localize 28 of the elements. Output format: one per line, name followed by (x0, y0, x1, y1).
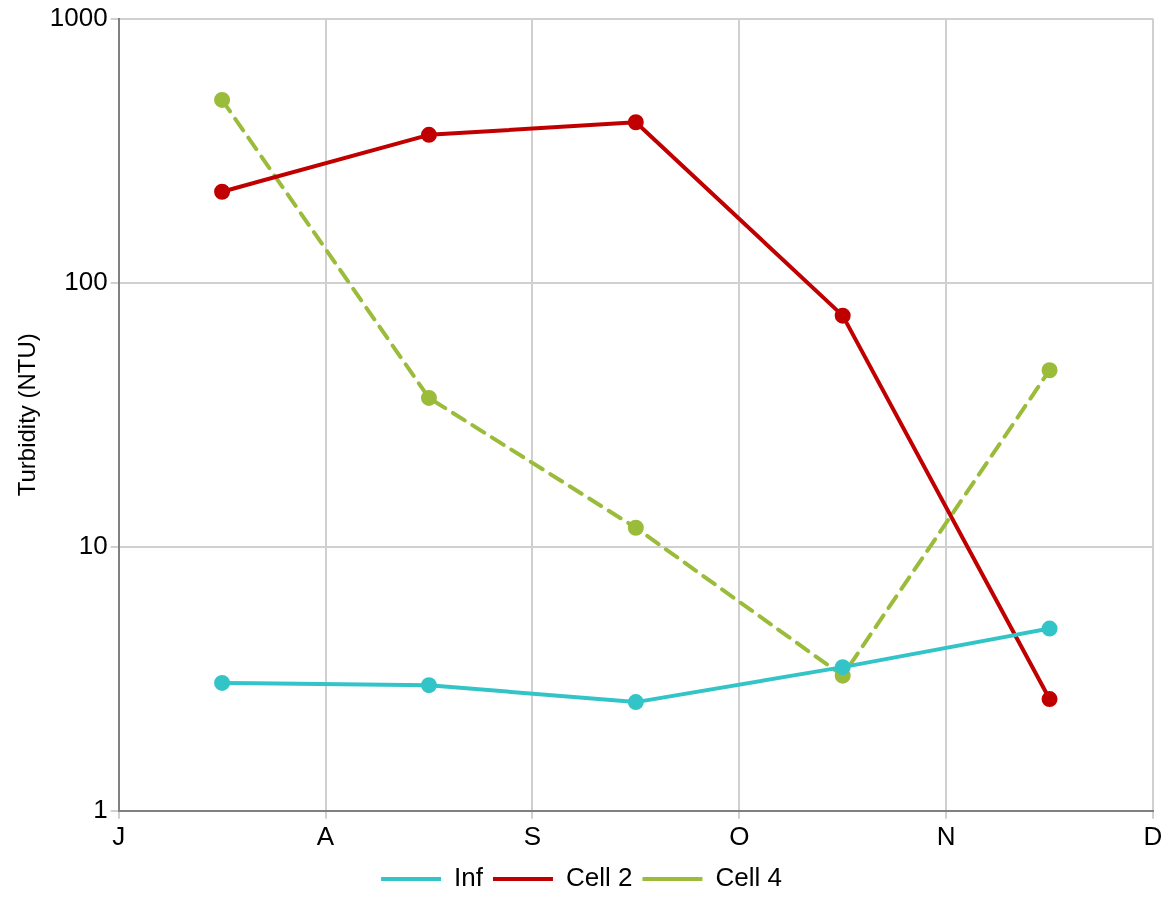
point (1041, 620, 1058, 637)
y-tick-label: 1 (93, 793, 108, 824)
point (627, 694, 644, 711)
y-axis-title: Turbidity (NTU) (13, 333, 41, 497)
point (1041, 691, 1058, 708)
point (627, 114, 644, 131)
legend-label: Cell 4 (715, 862, 782, 893)
legend-label: Cell 2 (565, 862, 633, 893)
point (420, 677, 437, 694)
point (834, 307, 851, 324)
x-tick-label: D (1143, 820, 1163, 851)
y-tick-label: 1000 (49, 1, 108, 32)
point (214, 183, 231, 200)
x-tick-label: O (729, 820, 750, 851)
x-tick-label: N (936, 820, 956, 851)
point (420, 389, 437, 406)
x-tick-label: S (523, 820, 542, 851)
x-tick-label: A (316, 820, 335, 851)
y-tick-label: 100 (64, 265, 108, 296)
y-tick-label: 10 (78, 529, 108, 560)
x-tick-label: J (112, 820, 126, 851)
point (214, 91, 231, 108)
point (420, 126, 437, 143)
point (627, 519, 644, 536)
legend-label: Inf (454, 862, 484, 893)
point (214, 674, 231, 691)
point (834, 659, 851, 676)
point (1041, 362, 1058, 379)
